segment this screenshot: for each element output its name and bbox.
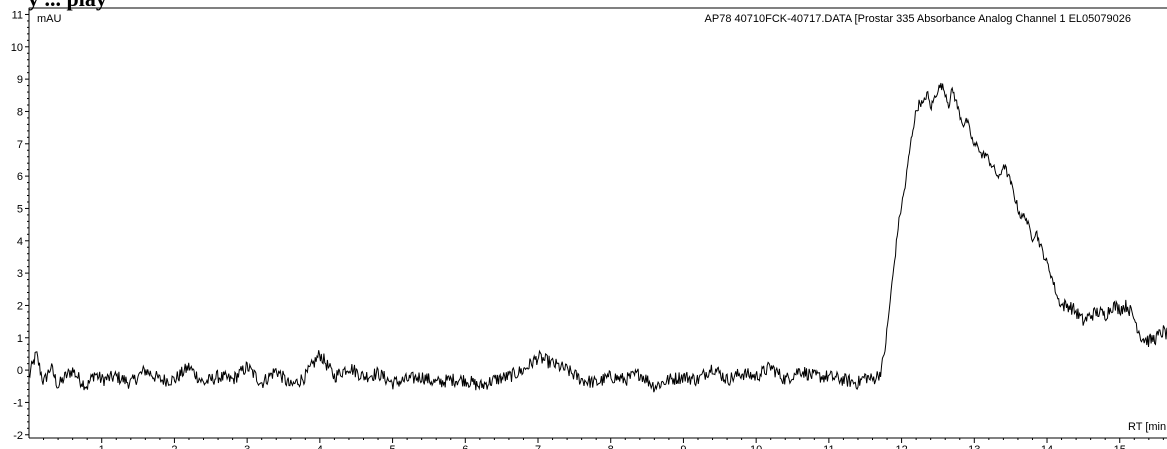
x-tick-label: 13 bbox=[968, 444, 980, 449]
y-tick-label: 8 bbox=[17, 106, 23, 118]
y-tick-label: 2 bbox=[17, 300, 23, 312]
y-axis: -2 -1 0 1 2 3 4 5 6 7 8 9 10 11 bbox=[11, 9, 29, 442]
y-tick-label: 0 bbox=[17, 365, 23, 377]
y-tick-label: -1 bbox=[13, 397, 23, 409]
plot-frame bbox=[28, 7, 1167, 439]
x-axis-unit-label: RT [min bbox=[1128, 421, 1166, 433]
y-tick-label: -2 bbox=[13, 430, 23, 442]
x-tick-label: 12 bbox=[895, 444, 907, 449]
x-tick-label: 5 bbox=[390, 444, 396, 449]
y-tick-label: 5 bbox=[17, 203, 23, 215]
x-tick-label: 7 bbox=[535, 444, 541, 449]
y-tick-label: 11 bbox=[12, 9, 23, 21]
x-tick-label: 1 bbox=[99, 444, 105, 449]
x-tick-label: 15 bbox=[1114, 444, 1126, 449]
x-tick-label: 6 bbox=[462, 444, 468, 449]
x-tick-label: 11 bbox=[823, 444, 834, 449]
y-tick-label: 9 bbox=[17, 74, 23, 86]
y-tick-label: 10 bbox=[11, 42, 23, 54]
x-tick-label: 9 bbox=[680, 444, 686, 449]
chart-title: AP78 40710FCK-40717.DATA [Prostar 335 Ab… bbox=[705, 13, 1131, 25]
signal-traces bbox=[28, 82, 1167, 393]
x-tick-label: 2 bbox=[171, 444, 177, 449]
y-tick-label: 6 bbox=[17, 171, 23, 183]
x-tick-label: 14 bbox=[1041, 444, 1053, 449]
x-axis: 123456789101112131415 bbox=[43, 438, 1164, 449]
y-axis-unit-label: mAU bbox=[37, 13, 62, 25]
x-tick-label: 8 bbox=[608, 444, 614, 449]
y-tick-label: 7 bbox=[17, 139, 23, 151]
x-tick-label: 3 bbox=[244, 444, 250, 449]
signal-trace-0 bbox=[28, 82, 1167, 393]
y-tick-label: 3 bbox=[17, 268, 23, 280]
y-tick-label: 4 bbox=[17, 236, 23, 248]
y-tick-label: 1 bbox=[17, 333, 23, 345]
x-tick-label: 10 bbox=[750, 444, 762, 449]
page-heading-fragment: y ... play bbox=[28, 0, 107, 12]
x-tick-label: 4 bbox=[317, 444, 323, 449]
